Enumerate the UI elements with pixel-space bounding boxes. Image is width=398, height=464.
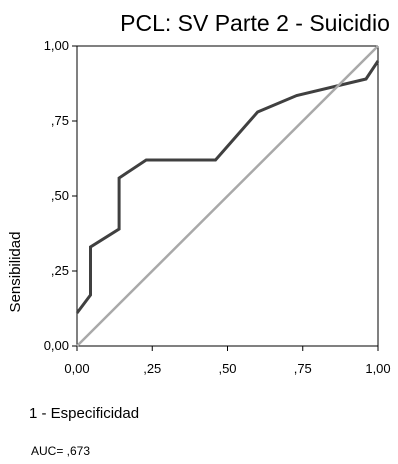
auc-annotation: AUC= ,673 [31,444,90,458]
x-tick-label: 0,00 [64,361,89,376]
reference-line [76,45,379,347]
y-axis-label: Sensibilidad [7,232,24,313]
x-tick-label: ,50 [218,361,236,376]
roc-curve-line [75,60,380,314]
x-tick-label: ,75 [294,361,312,376]
x-tick-label: 1,00 [365,361,390,376]
y-tick-label: ,75 [51,113,69,128]
y-tick-label: ,25 [51,263,69,278]
x-axis-label: 1 - Especificidad [29,405,139,422]
chart-title: PCL: SV Parte 2 - Suicidio [120,10,390,36]
y-tick-label: 1,00 [44,38,69,53]
y-tick-label: 0,00 [44,338,69,353]
y-axis: 0,00 ,25 ,50 ,75 1,00 [44,38,77,353]
x-axis: 0,00 ,25 ,50 ,75 1,00 [64,346,391,376]
series-layer [75,45,380,347]
y-tick-label: ,50 [51,188,69,203]
x-tick-label: ,25 [143,361,161,376]
